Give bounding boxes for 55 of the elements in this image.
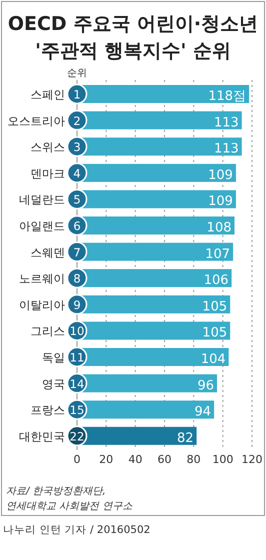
y-tick-label: 스페인 [30,88,65,102]
annotation: 11 [70,350,84,364]
data-label: 108 [206,220,232,236]
data-label: 113 [214,115,239,130]
annotation: 1 [73,88,81,102]
text: 자료/ 한국방정환재단, [6,486,106,497]
data-label: 96 [197,378,214,394]
y-tick-label: 스웨덴 [30,245,65,260]
chart-title: OECD 주요국 어린이·청소년 [8,13,258,35]
annotation: 3 [73,140,81,154]
annotation: 10 [70,324,84,338]
y-tick-label: 그리스 [30,324,66,338]
data-label: 82 [177,430,194,446]
x-tick-label: 100 [212,452,234,466]
x-tick-label: 60 [158,452,172,466]
annotation: 6 [73,219,81,233]
data-label: 113 [214,142,239,157]
x-tick-label: 20 [99,452,114,466]
annotation: 7 [73,245,81,260]
y-tick-label: 스위스 [30,140,66,154]
data-label: 118점 [208,89,246,104]
y-tick-label: 덴마크 [30,166,66,180]
data-label: 106 [204,273,229,288]
annotation: 22 [70,429,84,444]
data-label: 94 [194,404,212,420]
x-tick-label: 40 [128,452,142,466]
y-tick-label: 이탈리아 [19,298,66,312]
annotation: 5 [73,192,81,207]
annotation: 14 [70,376,84,391]
x-tick-label: 80 [186,452,201,466]
y-tick-label: 아일랜드 [19,219,66,233]
x-tick-label: 120 [242,452,262,466]
text: 나누리 인턴 기자 / 20160502 [3,524,150,536]
annotation: 9 [73,298,81,312]
y-tick-label: 노르웨이 [19,272,65,286]
annotation: 2 [73,114,81,128]
data-label: 105 [202,299,228,314]
data-label: 105 [202,326,228,341]
y-tick-label: 영국 [42,376,66,391]
y-tick-label: 오스트리아 [8,114,66,128]
chart-subtitle: '주관적 행복지수' 순위 [35,40,231,62]
data-label: 109 [208,168,233,183]
x-tick-label: 0 [74,452,80,466]
text: 순위 [67,68,87,79]
data-label: 104 [200,352,226,367]
y-tick-label: 네덜란드 [19,192,66,207]
annotation: 4 [73,166,81,180]
y-tick-label: 프랑스 [30,403,66,418]
text: 연세대학교 사회발전 연구소 [6,501,134,512]
y-tick-label: 대한민국 [19,429,66,444]
y-tick-label: 독일 [42,350,65,364]
annotation: 15 [70,403,84,418]
data-label: 109 [208,194,233,210]
annotation: 8 [73,272,81,286]
data-label: 107 [205,246,230,262]
